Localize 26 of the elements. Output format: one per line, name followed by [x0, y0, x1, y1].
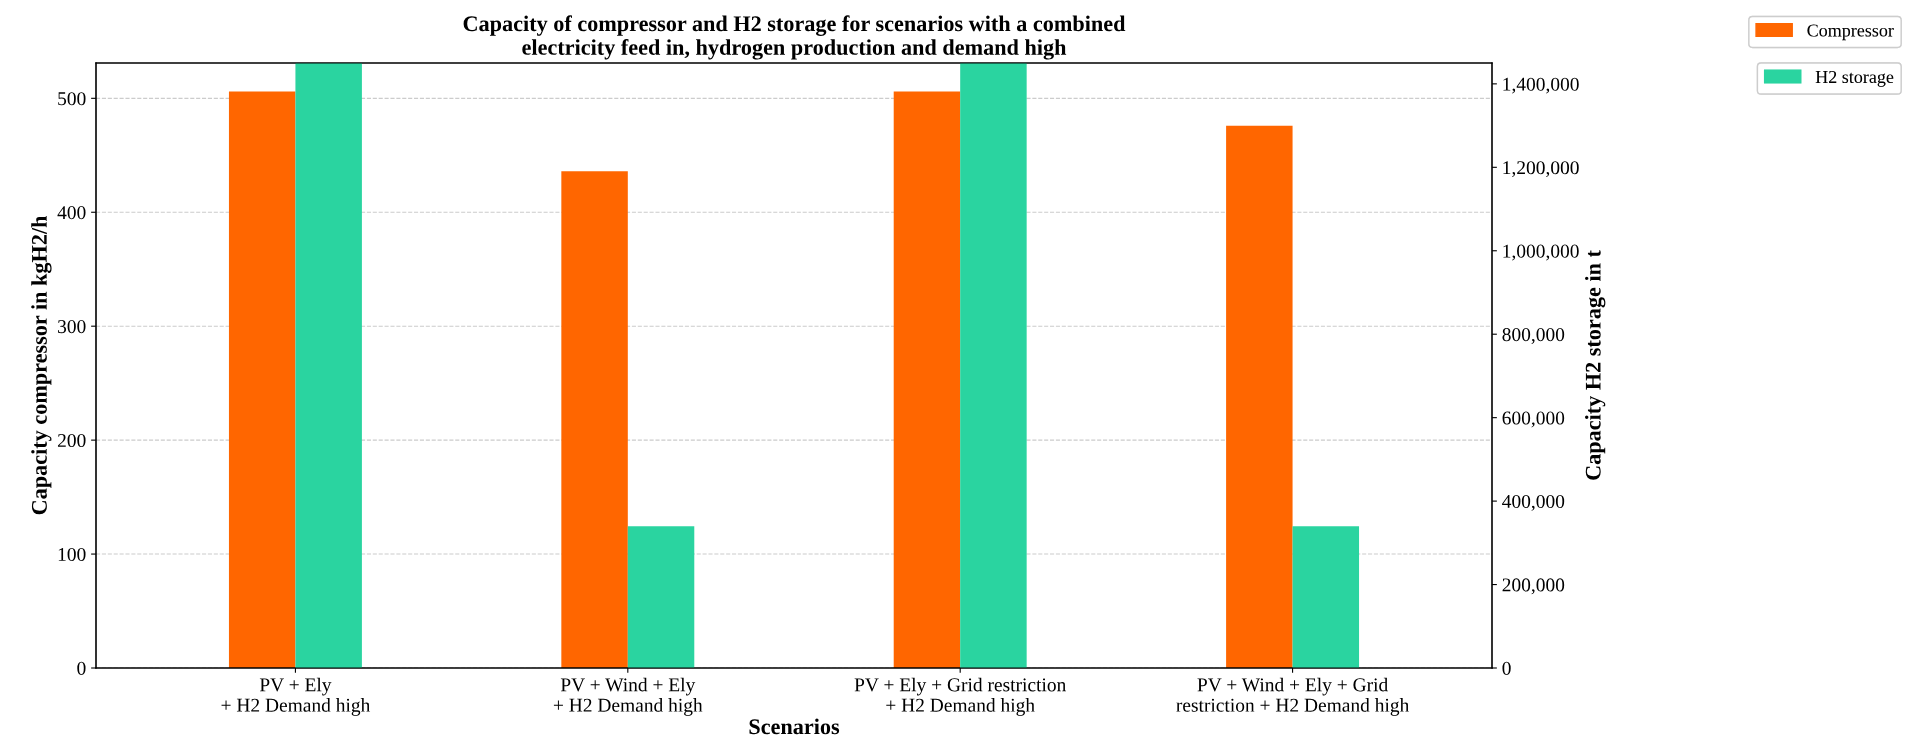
- y-tick-label: 400: [57, 206, 86, 220]
- y-tick-label: 300: [58, 320, 86, 334]
- x-tick-label: PV + Ely + Grid restriction + H2 Demand high: [854, 677, 1067, 716]
- y2-tick-label: 600,000: [1502, 411, 1565, 428]
- x-axis-title: Scenarios: [749, 718, 840, 735]
- y2-tick-label: 800,000: [1502, 328, 1565, 344]
- bar: [1226, 125, 1293, 668]
- x-tick-label: PV + Wind + Ely + Grid restriction + H2 Demand high: [1176, 677, 1410, 716]
- y2-tick-label: 0: [1502, 661, 1511, 675]
- y-tick-label: 200: [57, 433, 86, 448]
- y2-axis-title: Capacity H2 storage in t: [1585, 250, 1606, 480]
- y2-tick-label: 1,000,000: [1503, 244, 1579, 261]
- y-tick-label: 500: [58, 92, 86, 106]
- x-tick-label: PV + Ely + H2 Demand high: [221, 677, 371, 716]
- y-tick-label: 0: [77, 661, 86, 675]
- y2-tick-label: 1,400,000: [1503, 77, 1579, 94]
- y2-tick-label: 400,000: [1502, 494, 1565, 511]
- legend-label: H2 storage: [1815, 70, 1894, 87]
- y2-tick-label: 1,200,000: [1503, 161, 1579, 178]
- bar: [561, 171, 628, 668]
- chart-title: Capacity of compressor and H2 storage for scenarios with a combined electricity feed in, hydrogen production and demand high: [463, 15, 1126, 60]
- legend-label: Compressor: [1807, 24, 1894, 41]
- y-tick-label: 100: [58, 547, 86, 561]
- y2-tick-label: 200,000: [1502, 578, 1565, 595]
- y-axis-title: Capacity compressor in kgH2/h: [31, 215, 52, 515]
- x-tick-label: PV + Wind + Ely + H2 Demand high: [553, 677, 703, 716]
